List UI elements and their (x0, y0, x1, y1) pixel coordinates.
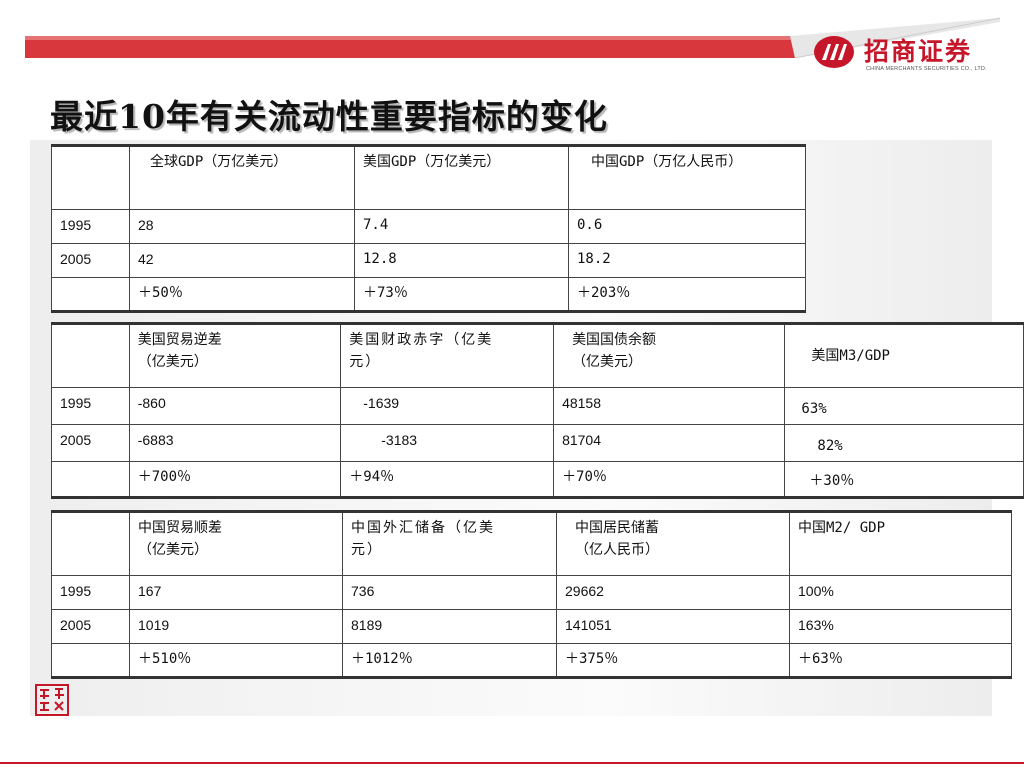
table-header-cell: 美国国债余额 （亿美元） (553, 323, 786, 388)
table-cell: 0.6 (568, 209, 806, 244)
table-cell (51, 461, 130, 498)
table-cell: 1995 (51, 387, 130, 425)
table-cell: 82% (784, 424, 1024, 462)
table-row: ＋50％ ＋73％ ＋203％ (51, 277, 806, 312)
table-cell: 42 (129, 243, 355, 278)
logo-name: 招商证券 (864, 37, 973, 66)
table-cell (51, 643, 130, 678)
us-indicators-table: 美国贸易逆差 （亿美元） 美国财政赤字（亿美 元） 美国国债余额 （亿美元） 美… (51, 322, 1024, 499)
table-cell: 28 (129, 209, 355, 244)
company-logo: 招商证券 CHINA MERCHANTS SECURITIES CO., LTD… (812, 32, 1012, 76)
seal-stamp-icon (35, 684, 69, 716)
table-cell: 1995 (51, 575, 130, 610)
table-row: 2005 42 12.8 18.2 (51, 243, 806, 278)
table-cell: 167 (129, 575, 343, 610)
table-cell: ＋63％ (789, 643, 1012, 678)
header-bar (25, 17, 1001, 59)
table-row: 1995 28 7.4 0.6 (51, 209, 806, 244)
table-header-cell: 美国贸易逆差 （亿美元） (128, 323, 342, 388)
table-header-row: 中国贸易顺差 （亿美元） 中国外汇储备（亿美 元） 中国居民储蓄 （亿人民币） … (51, 511, 1012, 576)
table-cell: ＋94％ (340, 461, 555, 498)
table-row: 2005 1019 8189 141051 163% (51, 609, 1012, 644)
table-header-cell: 中国居民储蓄 （亿人民币） (556, 511, 790, 576)
table-cell: 81704 (553, 424, 786, 462)
table-cell: ＋1012％ (342, 643, 557, 678)
table-cell: -3183 (340, 424, 555, 462)
table-cell: 2005 (51, 243, 130, 278)
table-header-cell: 美国M3/GDP (784, 323, 1024, 388)
table-cell: -1639 (340, 387, 555, 425)
table-cell: 8189 (342, 609, 557, 644)
table-cell: 1995 (51, 209, 130, 244)
table-cell: 2005 (51, 424, 130, 462)
table-row: 2005 -6883 -3183 81704 82% (51, 424, 1024, 462)
table-header-cell: 中国GDP（万亿人民币） (568, 145, 806, 210)
table-row: ＋700％ ＋94％ ＋70％ ＋30％ (51, 461, 1024, 498)
logo-mark-icon (814, 36, 854, 68)
table-header-row: 美国贸易逆差 （亿美元） 美国财政赤字（亿美 元） 美国国债余额 （亿美元） 美… (51, 323, 1024, 388)
table-cell: -6883 (128, 424, 342, 462)
table-header-cell: 美国GDP（万亿美元） (354, 145, 569, 210)
table-cell: 163% (789, 609, 1012, 644)
table-cell: 7.4 (354, 209, 569, 244)
gdp-table: 全球GDP（万亿美元） 美国GDP（万亿美元） 中国GDP（万亿人民币） 199… (51, 144, 806, 313)
table-row: ＋510％ ＋1012％ ＋375％ ＋63％ (51, 643, 1012, 678)
table-cell: 736 (342, 575, 557, 610)
table-cell: 48158 (553, 387, 786, 425)
table-header-cell: 中国贸易顺差 （亿美元） (129, 511, 343, 576)
table-cell: 12.8 (354, 243, 569, 278)
table-cell: ＋70％ (553, 461, 786, 498)
table-cell: ＋375％ (556, 643, 790, 678)
table-cell: 18.2 (568, 243, 806, 278)
table-cell: 63% (784, 387, 1024, 425)
table-header-cell: 中国外汇储备（亿美 元） (342, 511, 557, 576)
table-row: 1995 -860 -1639 48158 63% (51, 387, 1024, 425)
table-cell: 2005 (51, 609, 130, 644)
table-header-cell (51, 511, 130, 576)
table-cell: ＋30％ (784, 461, 1024, 498)
table-cell: 29662 (556, 575, 790, 610)
table-cell: -860 (128, 387, 342, 425)
table-header-row: 全球GDP（万亿美元） 美国GDP（万亿美元） 中国GDP（万亿人民币） (51, 145, 806, 210)
table-cell: ＋50％ (129, 277, 355, 312)
table-cell: ＋73％ (354, 277, 569, 312)
page-title: 最近10年有关流动性重要指标的变化 (50, 97, 608, 136)
table-cell: ＋203％ (568, 277, 806, 312)
table-header-cell: 中国M2/ GDP (789, 511, 1012, 576)
table-header-cell (51, 323, 130, 388)
table-cell: 1019 (129, 609, 343, 644)
table-header-cell: 全球GDP（万亿美元） (129, 145, 355, 210)
footer-line (0, 762, 1024, 764)
table-cell: 141051 (556, 609, 790, 644)
table-cell: ＋700％ (128, 461, 342, 498)
table-cell: 100% (789, 575, 1012, 610)
table-header-cell: 美国财政赤字（亿美 元） (340, 323, 555, 388)
table-header-cell (51, 145, 130, 210)
table-cell: ＋510％ (129, 643, 343, 678)
logo-english: CHINA MERCHANTS SECURITIES CO., LTD. (866, 66, 987, 72)
table-row: 1995 167 736 29662 100% (51, 575, 1012, 610)
table-cell (51, 277, 130, 312)
china-indicators-table: 中国贸易顺差 （亿美元） 中国外汇储备（亿美 元） 中国居民储蓄 （亿人民币） … (51, 510, 1012, 679)
